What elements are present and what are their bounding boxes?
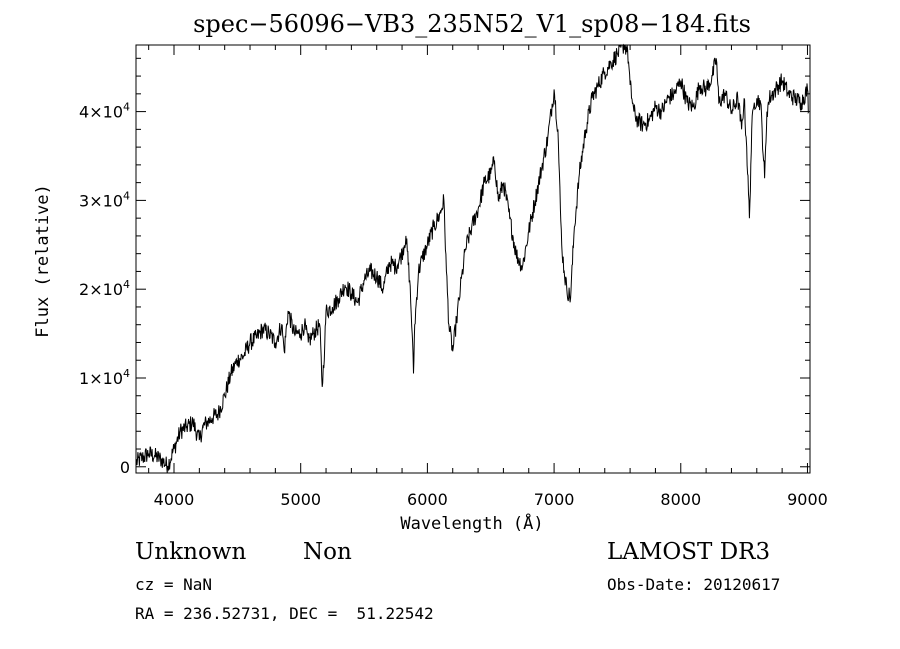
y-tick-label: 0 xyxy=(120,458,130,477)
y-tick-label: 2×104 xyxy=(79,278,130,299)
x-tick-label: 8000 xyxy=(660,490,701,509)
y-tick-label-exponent: 4 xyxy=(123,278,130,291)
object-class: Unknown xyxy=(135,539,247,565)
object-subclass: Non xyxy=(303,539,352,565)
y-tick-label: 3×104 xyxy=(79,189,130,210)
observation-date: Obs-Date: 20120617 xyxy=(607,575,781,594)
y-tick-label-exponent: 4 xyxy=(123,189,130,202)
x-tick-label: 9000 xyxy=(787,490,828,509)
chart-title: spec−56096−VB3_235N52_V1_sp08−184.fits xyxy=(193,10,751,38)
x-ticks: 4000 5000 6000 7000 8000 9000 xyxy=(148,45,828,509)
y-tick-label: 4×104 xyxy=(79,101,130,122)
x-axis-label: Wavelength (Å) xyxy=(400,512,543,534)
plot-frame xyxy=(135,44,811,474)
x-tick-label: 4000 xyxy=(154,490,195,509)
coordinates-readout: RA = 236.52731, DEC = 51.22542 xyxy=(135,604,434,623)
redshift-readout: cz = NaN xyxy=(135,575,213,594)
x-tick-label: 5000 xyxy=(280,490,321,509)
x-tick-label: 6000 xyxy=(407,490,448,509)
y-axis-label: Flux (relative) xyxy=(33,184,53,338)
survey-label: LAMOST DR3 xyxy=(607,539,771,565)
y-tick-label-base: 1×10 xyxy=(79,369,123,388)
y-tick-label-exponent: 4 xyxy=(123,101,130,114)
x-tick-label: 7000 xyxy=(534,490,575,509)
y-tick-label: 1×104 xyxy=(79,367,130,388)
spectrum-line xyxy=(135,43,810,474)
y-tick-label-base: 0 xyxy=(120,458,130,477)
y-tick-label-base: 2×10 xyxy=(79,280,123,299)
y-tick-label-base: 4×10 xyxy=(79,103,123,122)
y-tick-label-exponent: 4 xyxy=(123,367,130,380)
y-tick-label-base: 3×10 xyxy=(79,191,123,210)
